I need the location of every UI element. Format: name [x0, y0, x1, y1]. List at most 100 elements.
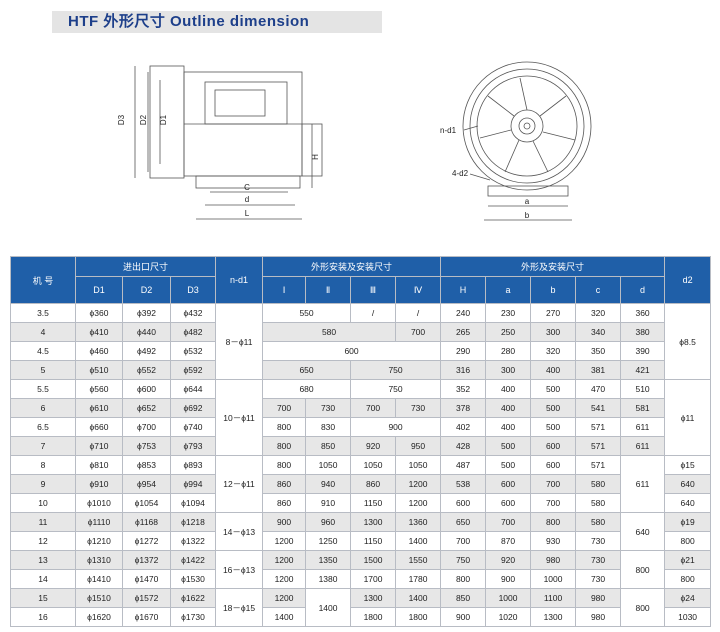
table-cell: 550: [262, 303, 352, 323]
outline-drawing: D3 D2 D1 H C d L n-d1 4-d2 a b: [117, 61, 592, 221]
table-cell: ϕ893: [169, 455, 217, 475]
table-cell: 4: [10, 322, 76, 342]
table-cell: 8: [10, 455, 76, 475]
table-cell: ϕ19: [664, 512, 712, 532]
table-row: 16 ϕ1620 ϕ1670 ϕ1730 1400 1800 1800 900 1020 1300…: [10, 607, 712, 627]
table-cell: 1400: [305, 588, 352, 627]
table-cell: 12－ϕ11: [215, 455, 264, 513]
table-cell: 6: [10, 398, 76, 418]
table-cell: ϕ1422: [169, 550, 217, 570]
dim-label: H: [311, 154, 320, 160]
table-cell: ϕ652: [122, 398, 171, 418]
table-cell: ϕ954: [122, 474, 171, 494]
table-cell: 1400: [395, 531, 442, 551]
table-cell: ϕ8.5: [664, 303, 712, 380]
table-cell: ϕ360: [75, 303, 123, 323]
table-cell: 600: [262, 341, 442, 361]
table-cell: 930: [530, 531, 577, 551]
table-cell: 500: [485, 436, 532, 456]
table-cell: 600: [530, 455, 577, 475]
table-cell: 900: [262, 512, 307, 532]
table-cell: 378: [440, 398, 487, 418]
table-cell: 750: [350, 379, 442, 399]
table-cell: 800: [262, 436, 307, 456]
table-cell: ϕ1322: [169, 531, 217, 551]
table-cell: 10: [10, 493, 76, 513]
table-cell: ϕ1620: [75, 607, 123, 627]
table-cell: 920: [350, 436, 397, 456]
table-cell: 316: [440, 360, 487, 380]
table-cell: 860: [262, 493, 307, 513]
table-cell: 640: [620, 512, 666, 551]
table-cell: 700: [262, 398, 307, 418]
table-cell: 5.5: [10, 379, 76, 399]
table-cell: 1800: [395, 607, 442, 627]
table-cell: 外形及安装尺寸: [440, 256, 666, 277]
table-cell: ϕ853: [122, 455, 171, 475]
table-cell: ϕ1730: [169, 607, 217, 627]
dim-label: C: [244, 183, 250, 192]
table-cell: ϕ810: [75, 455, 123, 475]
table-cell: 571: [575, 417, 622, 437]
table-cell: 5: [10, 360, 76, 380]
table-cell: 350: [575, 341, 622, 361]
table-cell: Ⅰ: [262, 276, 307, 304]
table-cell: d2: [664, 256, 712, 304]
table-cell: c: [575, 276, 622, 304]
table-cell: 1050: [350, 455, 397, 475]
table-cell: ϕ24: [664, 588, 712, 608]
table-cell: D3: [169, 276, 217, 304]
table-cell: 1020: [485, 607, 532, 627]
table-cell: 400: [485, 379, 532, 399]
table-cell: ϕ700: [122, 417, 171, 437]
table-cell: ϕ600: [122, 379, 171, 399]
table-cell: 700: [530, 474, 577, 494]
table-cell: 960: [305, 512, 352, 532]
table-cell: 16－ϕ13: [215, 550, 264, 589]
table-cell: ϕ1168: [122, 512, 171, 532]
table-cell: ϕ410: [75, 322, 123, 342]
table-cell: 8－ϕ11: [215, 303, 264, 380]
table-cell: Ⅲ: [350, 276, 397, 304]
table-cell: 571: [575, 455, 622, 475]
table-cell: 280: [485, 341, 532, 361]
table-cell: 320: [530, 341, 577, 361]
table-cell: 611: [620, 417, 666, 437]
table-cell: 428: [440, 436, 487, 456]
table-cell: 13: [10, 550, 76, 570]
table-cell: ϕ1572: [122, 588, 171, 608]
table-cell: /: [395, 303, 442, 323]
table-cell: 640: [664, 493, 712, 513]
table-cell: ϕ460: [75, 341, 123, 361]
table-cell: 300: [530, 322, 577, 342]
table-cell: 1000: [485, 588, 532, 608]
table-cell: 250: [485, 322, 532, 342]
table-cell: 920: [485, 550, 532, 570]
table-cell: 800: [620, 588, 666, 627]
table-cell: 1550: [395, 550, 442, 570]
table-cell: 730: [575, 550, 622, 570]
table-cell: 650: [440, 512, 487, 532]
table-cell: 320: [575, 303, 622, 323]
table-cell: 860: [350, 474, 397, 494]
table-cell: 421: [620, 360, 666, 380]
table-cell: 541: [575, 398, 622, 418]
table-row: 6.5 ϕ660 ϕ700 ϕ740 800 830 900 402 400 500 571 611: [10, 417, 711, 437]
table-cell: 400: [485, 417, 532, 437]
table-cell: d: [620, 276, 666, 304]
table-cell: ϕ660: [75, 417, 123, 437]
table-cell: 750: [350, 360, 442, 380]
table-cell: ϕ392: [122, 303, 171, 323]
table-cell: ϕ1670: [122, 607, 171, 627]
table-cell: ϕ710: [75, 436, 123, 456]
table-row: 8 ϕ810 ϕ853 ϕ893 12－ϕ11 800 1050 1050 1050 487 500…: [10, 455, 712, 513]
table-cell: ϕ1530: [169, 569, 217, 589]
table-cell: 1200: [395, 474, 442, 494]
table-cell: ϕ15: [664, 455, 712, 475]
table-cell: 500: [530, 379, 577, 399]
table-cell: 980: [575, 607, 622, 627]
table-cell: 6.5: [10, 417, 76, 437]
table-cell: 600: [530, 436, 577, 456]
